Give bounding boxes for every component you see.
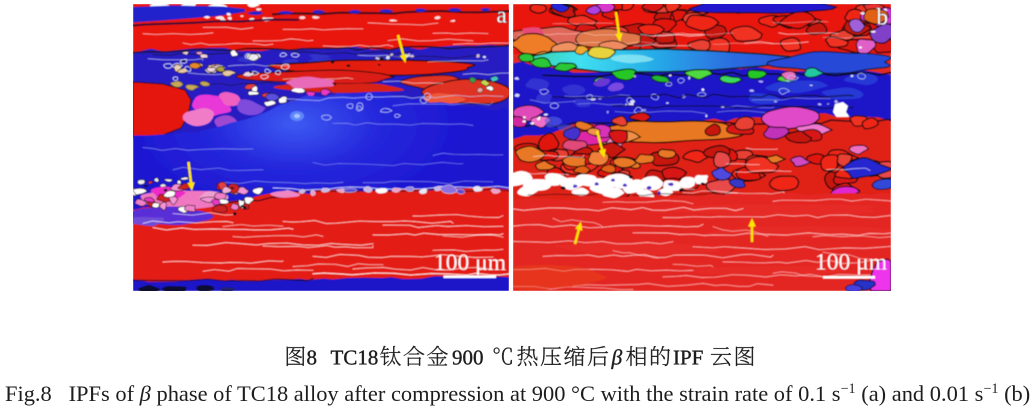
svg-text:100 μm: 100 μm [434, 250, 506, 276]
svg-text:a: a [497, 4, 507, 28]
svg-text:b: b [877, 5, 889, 30]
svg-text:100 μm: 100 μm [815, 250, 887, 276]
